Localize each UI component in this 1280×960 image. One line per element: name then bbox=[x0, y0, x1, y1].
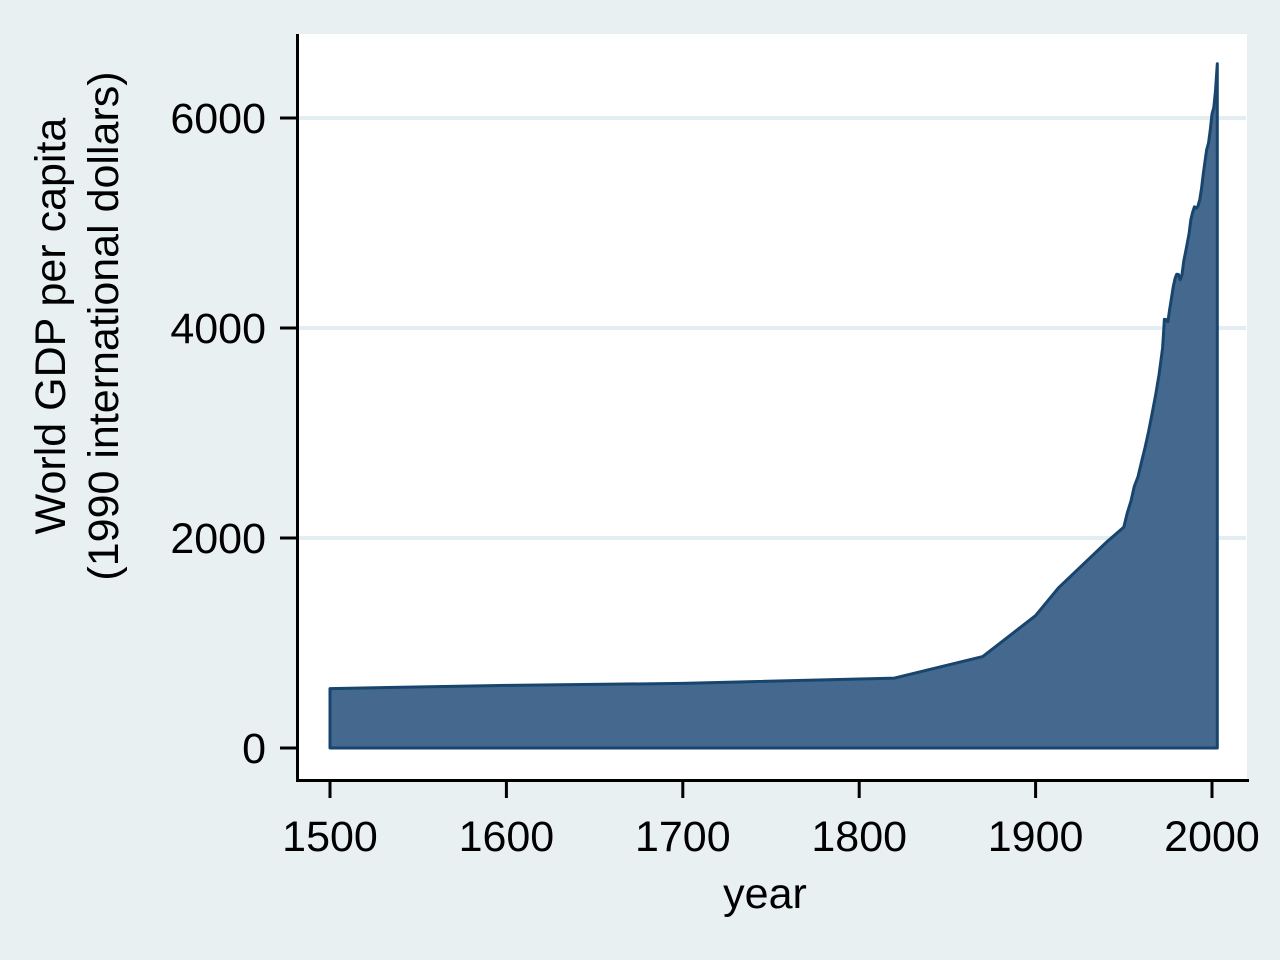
y-axis-title: World GDP per capita (1990 international… bbox=[27, 71, 128, 580]
y-tick-label: 4000 bbox=[170, 305, 266, 353]
x-tick-label: 1800 bbox=[811, 813, 907, 861]
x-axis-title: year bbox=[723, 870, 807, 918]
axis-ticks bbox=[280, 116, 1214, 798]
x-tick-label: 1500 bbox=[282, 813, 378, 861]
x-axis-line bbox=[296, 779, 1249, 782]
y-tick-label: 0 bbox=[242, 725, 266, 773]
y-axis-title-line2: (1990 international dollars) bbox=[80, 71, 128, 580]
x-tick-label: 1900 bbox=[988, 813, 1084, 861]
y-tick-label: 2000 bbox=[170, 515, 266, 563]
x-tick-label: 1600 bbox=[459, 813, 555, 861]
gdp-area-series bbox=[328, 62, 1219, 750]
y-tick-labels: 0 2000 4000 6000 bbox=[170, 95, 266, 773]
y-axis-title-line1: World GDP per capita bbox=[27, 118, 75, 535]
gridlines bbox=[298, 116, 1246, 540]
x-tick-label: 1700 bbox=[635, 813, 731, 861]
x-tick-labels: 1500 1600 1700 1800 1900 2000 bbox=[282, 813, 1260, 861]
x-tick-label: 2000 bbox=[1164, 813, 1260, 861]
y-tick-label: 6000 bbox=[170, 95, 266, 143]
y-axis-line bbox=[296, 34, 299, 782]
